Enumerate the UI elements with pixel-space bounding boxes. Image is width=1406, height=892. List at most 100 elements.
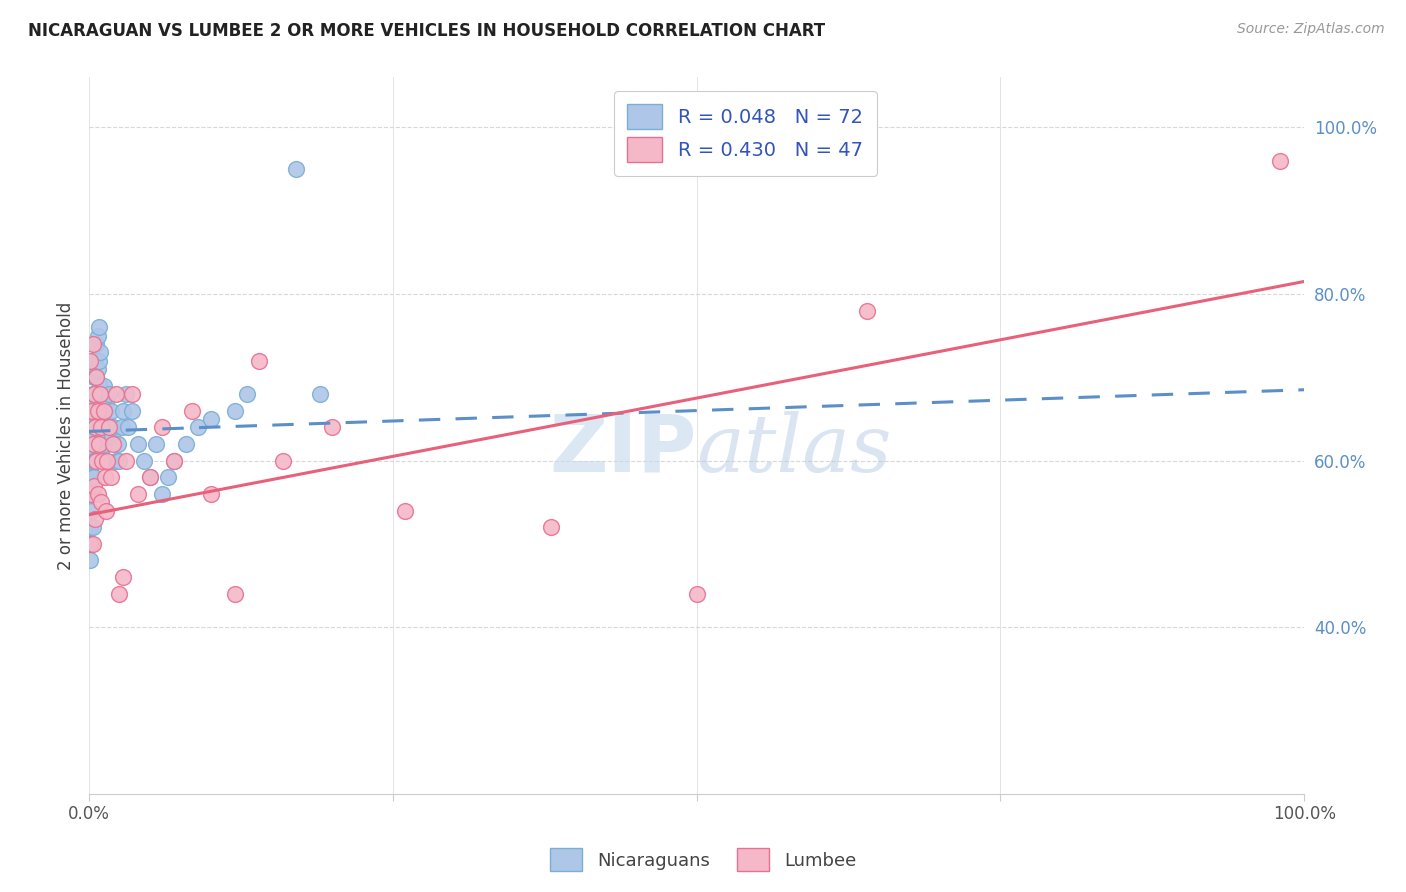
Point — [84, 453, 107, 467]
Point — [139, 470, 162, 484]
Point — [87, 320, 110, 334]
Point — [394, 503, 416, 517]
Point — [82, 453, 104, 467]
Point — [107, 437, 129, 451]
Point — [87, 437, 110, 451]
Point — [89, 378, 111, 392]
Point — [321, 420, 343, 434]
Point — [82, 537, 104, 551]
Point — [79, 353, 101, 368]
Point — [86, 437, 108, 451]
Point — [200, 487, 222, 501]
Point — [90, 495, 112, 509]
Point — [111, 420, 134, 434]
Point — [93, 403, 115, 417]
Text: NICARAGUAN VS LUMBEE 2 OR MORE VEHICLES IN HOUSEHOLD CORRELATION CHART: NICARAGUAN VS LUMBEE 2 OR MORE VEHICLES … — [28, 22, 825, 40]
Point — [685, 587, 707, 601]
Point — [79, 520, 101, 534]
Point — [174, 437, 197, 451]
Point — [86, 328, 108, 343]
Legend: R = 0.048   N = 72, R = 0.430   N = 47: R = 0.048 N = 72, R = 0.430 N = 47 — [614, 91, 876, 176]
Point — [80, 503, 103, 517]
Point — [97, 420, 120, 434]
Point — [157, 470, 180, 484]
Point — [80, 537, 103, 551]
Point — [86, 370, 108, 384]
Point — [82, 487, 104, 501]
Point — [273, 453, 295, 467]
Point — [150, 487, 173, 501]
Point — [103, 420, 125, 434]
Point — [84, 420, 107, 434]
Point — [114, 453, 136, 467]
Point — [79, 553, 101, 567]
Point — [90, 412, 112, 426]
Point — [83, 478, 105, 492]
Point — [132, 453, 155, 467]
Point — [104, 387, 127, 401]
Point — [96, 428, 118, 442]
Point — [89, 345, 111, 359]
Point — [91, 453, 114, 467]
Point — [79, 420, 101, 434]
Point — [94, 395, 117, 409]
Point — [79, 537, 101, 551]
Point — [82, 437, 104, 451]
Point — [127, 437, 149, 451]
Point — [79, 462, 101, 476]
Point — [80, 445, 103, 459]
Point — [101, 428, 124, 442]
Point — [121, 403, 143, 417]
Point — [93, 378, 115, 392]
Point — [83, 470, 105, 484]
Point — [83, 437, 105, 451]
Point — [855, 303, 877, 318]
Y-axis label: 2 or more Vehicles in Household: 2 or more Vehicles in Household — [58, 301, 75, 570]
Point — [84, 387, 107, 401]
Point — [94, 470, 117, 484]
Point — [540, 520, 562, 534]
Point — [91, 395, 114, 409]
Point — [112, 403, 135, 417]
Point — [90, 420, 112, 434]
Point — [96, 453, 118, 467]
Point — [87, 353, 110, 368]
Point — [309, 387, 332, 401]
Point — [108, 587, 131, 601]
Point — [83, 370, 105, 384]
Point — [187, 420, 209, 434]
Point — [224, 403, 246, 417]
Point — [83, 403, 105, 417]
Point — [145, 437, 167, 451]
Point — [84, 353, 107, 368]
Point — [82, 387, 104, 401]
Point — [117, 420, 139, 434]
Point — [163, 453, 186, 467]
Point — [90, 445, 112, 459]
Point — [82, 337, 104, 351]
Point — [181, 403, 204, 417]
Point — [80, 403, 103, 417]
Point — [104, 453, 127, 467]
Point — [236, 387, 259, 401]
Point — [94, 503, 117, 517]
Point — [247, 353, 270, 368]
Point — [97, 387, 120, 401]
Point — [87, 387, 110, 401]
Text: Source: ZipAtlas.com: Source: ZipAtlas.com — [1237, 22, 1385, 37]
Point — [80, 487, 103, 501]
Point — [284, 162, 307, 177]
Text: atlas: atlas — [696, 411, 891, 489]
Point — [121, 387, 143, 401]
Point — [86, 362, 108, 376]
Point — [86, 395, 108, 409]
Point — [84, 420, 107, 434]
Point — [91, 428, 114, 442]
Point — [89, 387, 111, 401]
Point — [80, 403, 103, 417]
Point — [127, 487, 149, 501]
Point — [86, 487, 108, 501]
Point — [82, 520, 104, 534]
Legend: Nicaraguans, Lumbee: Nicaraguans, Lumbee — [543, 841, 863, 879]
Point — [86, 403, 108, 417]
